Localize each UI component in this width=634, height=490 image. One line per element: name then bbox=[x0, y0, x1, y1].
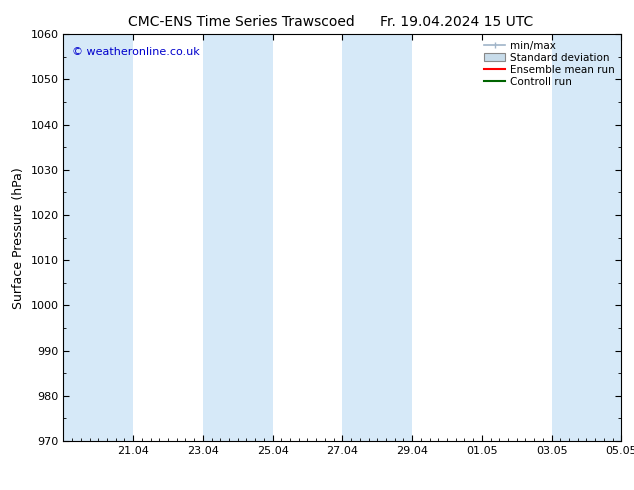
Bar bbox=[342, 34, 412, 441]
Legend: min/max, Standard deviation, Ensemble mean run, Controll run: min/max, Standard deviation, Ensemble me… bbox=[481, 37, 618, 90]
Bar bbox=[63, 34, 133, 441]
Y-axis label: Surface Pressure (hPa): Surface Pressure (hPa) bbox=[12, 167, 25, 309]
Bar bbox=[552, 34, 621, 441]
Text: Fr. 19.04.2024 15 UTC: Fr. 19.04.2024 15 UTC bbox=[380, 15, 533, 29]
Text: © weatheronline.co.uk: © weatheronline.co.uk bbox=[72, 47, 200, 56]
Bar bbox=[203, 34, 273, 441]
Text: CMC-ENS Time Series Trawscoed: CMC-ENS Time Series Trawscoed bbox=[127, 15, 354, 29]
